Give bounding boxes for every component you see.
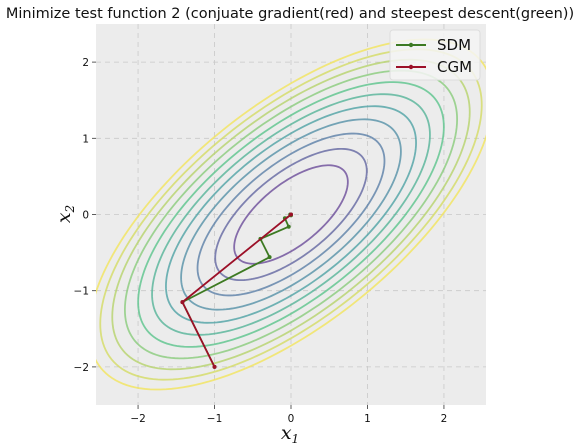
x-axis-label: x1 [281, 422, 299, 446]
contour-line-9 [99, 48, 483, 381]
contour-line-10 [96, 38, 486, 391]
data-point-sdm-4 [286, 224, 291, 229]
y-tick-label-2: 0 [82, 210, 89, 222]
y-tick-label-3: 1 [82, 133, 89, 145]
contour-line-5 [151, 93, 431, 336]
contour-line-7 [123, 69, 459, 360]
legend-marker-cgm [408, 64, 414, 70]
x-tick-label-1: −1 [207, 413, 222, 425]
x-tick-label-0: −2 [130, 413, 145, 425]
y-tick-label-4: 2 [82, 57, 89, 69]
data-point-cgm-0 [212, 364, 217, 369]
series-lines [180, 212, 293, 369]
x-tick-label-2: 0 [288, 413, 295, 425]
legend: SDM CGM [389, 29, 481, 81]
y-tick-label-1: −1 [74, 286, 89, 298]
data-point-sdm-2 [267, 255, 272, 260]
legend-marker-sdm [408, 42, 414, 48]
contour-line-8 [111, 58, 471, 371]
contour-line-4 [165, 105, 417, 324]
x-tick-label-3: 1 [364, 413, 371, 425]
y-axis-label: x2 [53, 205, 77, 223]
axis-ticks: −2 −1 0 1 2 −2 −1 0 1 2 [74, 57, 448, 425]
data-point-cgm-2 [289, 212, 293, 217]
legend-label-sdm: SDM [437, 36, 471, 54]
chart-title: Minimize test function 2 (conjuate gradi… [6, 6, 574, 22]
contour-line-6 [137, 81, 445, 348]
y-tick-label-0: −2 [74, 362, 89, 374]
x-tick-label-4: 2 [441, 413, 448, 425]
data-point-cgm-1 [180, 300, 185, 305]
legend-label-cgm: CGM [437, 58, 472, 76]
